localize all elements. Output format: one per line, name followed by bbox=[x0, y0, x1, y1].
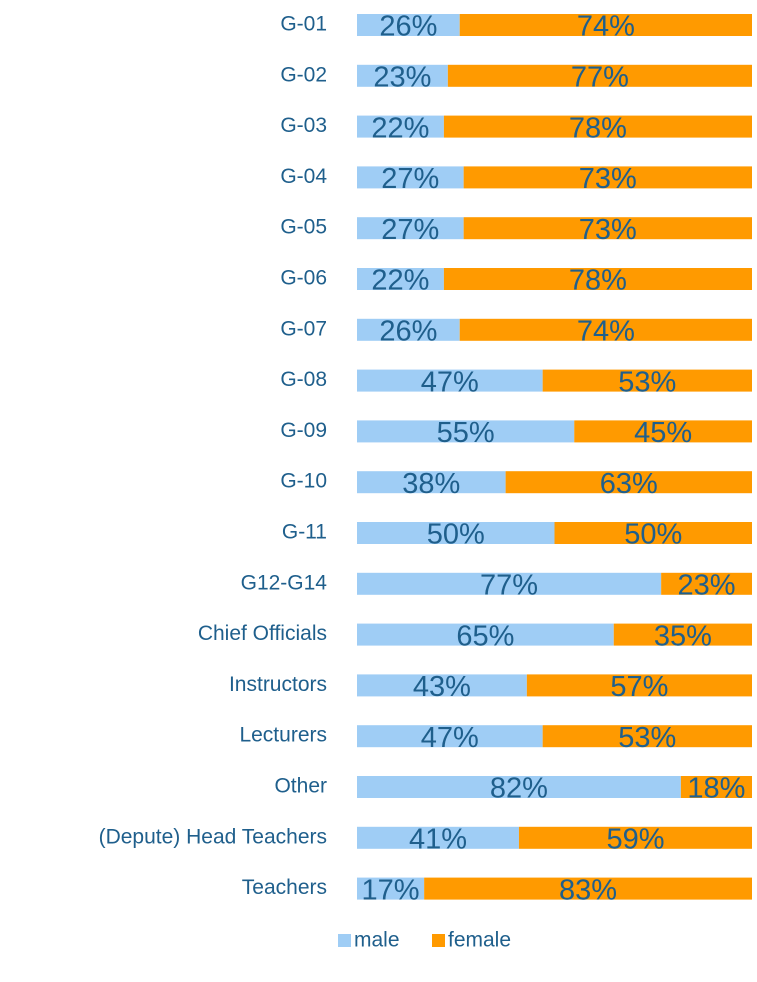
data-label: 78% bbox=[569, 112, 627, 144]
bar-segment bbox=[463, 217, 752, 240]
data-label: 27% bbox=[381, 163, 439, 195]
data-label: 59% bbox=[606, 823, 664, 855]
y-tick-label: G-08 bbox=[280, 368, 327, 391]
bar-segment bbox=[357, 420, 575, 443]
data-label: 53% bbox=[618, 722, 676, 754]
y-tick-label: G-05 bbox=[280, 216, 327, 239]
data-label: 43% bbox=[413, 671, 471, 703]
bar-segment bbox=[357, 318, 460, 341]
data-label: 57% bbox=[610, 671, 668, 703]
y-tick-label: G-03 bbox=[280, 114, 327, 137]
data-label: 78% bbox=[569, 265, 627, 297]
bar-segment bbox=[357, 369, 543, 392]
data-label: 47% bbox=[421, 722, 479, 754]
y-tick-label: G-11 bbox=[282, 521, 327, 544]
data-label: 53% bbox=[618, 366, 676, 398]
y-tick-label: G-09 bbox=[280, 419, 327, 442]
data-label: 82% bbox=[490, 773, 548, 805]
data-label: 55% bbox=[437, 417, 495, 449]
y-tick-label: G-02 bbox=[280, 63, 327, 86]
data-label: 22% bbox=[371, 265, 429, 297]
legend-label: male bbox=[354, 929, 400, 952]
data-label: 17% bbox=[362, 874, 420, 906]
data-label: 38% bbox=[402, 468, 460, 500]
bar-segment bbox=[542, 725, 752, 748]
bar-segment bbox=[680, 776, 752, 798]
legend-swatch bbox=[432, 934, 445, 947]
bar-segment bbox=[574, 420, 752, 443]
bar-segment bbox=[357, 623, 614, 646]
bar-segment bbox=[357, 217, 464, 240]
bar-segment bbox=[459, 14, 752, 36]
data-label: 45% bbox=[634, 417, 692, 449]
data-label: 23% bbox=[678, 569, 736, 601]
bar-segment bbox=[357, 115, 444, 138]
data-label: 47% bbox=[421, 366, 479, 398]
bar-segment bbox=[554, 522, 752, 544]
y-tick-label: Teachers bbox=[242, 876, 327, 899]
bar-segment bbox=[357, 877, 425, 900]
bar-segment bbox=[613, 623, 752, 646]
y-tick-label: (Depute) Head Teachers bbox=[99, 825, 327, 848]
bar-segment bbox=[518, 826, 752, 849]
data-label: 74% bbox=[577, 315, 635, 347]
data-label: 23% bbox=[373, 61, 431, 93]
bar-segment bbox=[424, 877, 752, 900]
data-label: 65% bbox=[456, 620, 514, 652]
data-label: 18% bbox=[687, 773, 745, 805]
data-label: 77% bbox=[571, 61, 629, 93]
data-label: 41% bbox=[409, 823, 467, 855]
bar-segment bbox=[357, 14, 460, 36]
bar-segment bbox=[357, 725, 543, 748]
y-tick-label: G-07 bbox=[280, 317, 327, 340]
bar-segment bbox=[443, 268, 752, 290]
data-label: 22% bbox=[371, 112, 429, 144]
bar-segment bbox=[661, 572, 752, 595]
data-label: 26% bbox=[379, 315, 437, 347]
bar-segment bbox=[357, 522, 555, 544]
bar-segment bbox=[505, 471, 752, 494]
legend-swatch bbox=[338, 934, 351, 947]
y-tick-label: G-01 bbox=[280, 13, 327, 36]
y-tick-label: G12-G14 bbox=[241, 571, 328, 594]
data-label: 74% bbox=[577, 11, 635, 43]
y-tick-label: G-10 bbox=[280, 470, 327, 493]
data-label: 50% bbox=[624, 519, 682, 551]
bar-segment bbox=[459, 318, 752, 341]
bar-segment bbox=[357, 268, 444, 290]
bar-segment bbox=[357, 826, 519, 849]
bar-segment bbox=[526, 674, 752, 697]
y-tick-label: Instructors bbox=[229, 673, 327, 696]
bar-segment bbox=[443, 115, 752, 138]
bar-segment bbox=[447, 64, 752, 87]
y-tick-label: Chief Officials bbox=[198, 622, 327, 645]
bar-segment bbox=[357, 64, 448, 87]
y-tick-label: Lecturers bbox=[239, 724, 327, 747]
data-label: 50% bbox=[427, 519, 485, 551]
bar-segment bbox=[542, 369, 752, 392]
bar-segment bbox=[357, 572, 662, 595]
data-label: 77% bbox=[480, 569, 538, 601]
bar-segment bbox=[357, 674, 527, 697]
legend-label: female bbox=[448, 929, 511, 952]
bar-segment bbox=[357, 776, 681, 798]
bar-segment bbox=[357, 471, 506, 494]
data-label: 27% bbox=[381, 214, 439, 246]
data-label: 83% bbox=[559, 874, 617, 906]
data-label: 73% bbox=[579, 214, 637, 246]
data-label: 63% bbox=[600, 468, 658, 500]
bar-segment bbox=[357, 166, 464, 189]
bar-segment bbox=[463, 166, 752, 189]
y-tick-label: Other bbox=[274, 775, 327, 798]
y-tick-label: G-04 bbox=[280, 165, 327, 188]
data-label: 73% bbox=[579, 163, 637, 195]
data-label: 26% bbox=[379, 11, 437, 43]
y-tick-label: G-06 bbox=[280, 267, 327, 290]
data-label: 35% bbox=[654, 620, 712, 652]
